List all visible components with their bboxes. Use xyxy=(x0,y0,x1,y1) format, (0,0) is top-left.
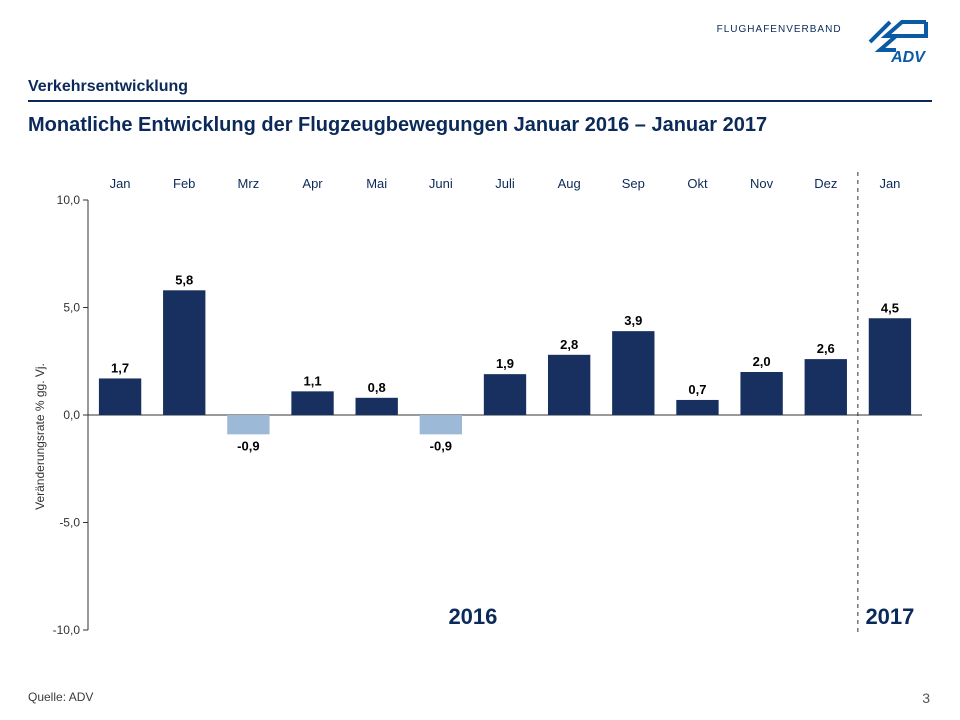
bar-value: 1,7 xyxy=(111,360,129,375)
category-label: Nov xyxy=(750,176,774,191)
brand-sub: ADV xyxy=(890,49,926,66)
category-label: Jan xyxy=(110,176,131,191)
bar xyxy=(420,415,462,434)
category-label: Juni xyxy=(429,176,453,191)
section-label: Verkehrsentwicklung xyxy=(28,78,188,96)
bar-value: 5,8 xyxy=(175,272,193,287)
bar-chart: -10,0 -5,0 0,0 5,0 10,0 Veränderungsrate % gg… xyxy=(28,160,932,660)
bar-value: 0,7 xyxy=(688,382,706,397)
category-label: Mrz xyxy=(238,176,260,191)
category-label: Okt xyxy=(687,176,708,191)
category-label: Jan xyxy=(879,176,900,191)
bar-value: 1,9 xyxy=(496,356,514,371)
bar-value: 3,9 xyxy=(624,313,642,328)
year-right: 2017 xyxy=(865,604,914,629)
bar xyxy=(484,374,526,415)
category-label: Aug xyxy=(558,176,581,191)
category-label: Apr xyxy=(302,176,323,191)
bar-value: 2,0 xyxy=(753,354,771,369)
category-label: Sep xyxy=(622,176,645,191)
bar-value: 1,1 xyxy=(303,373,321,388)
category-label: Juli xyxy=(495,176,515,191)
brand-logo: FLUGHAFENVERBAND ADV xyxy=(717,18,930,71)
svg-text:-5,0: -5,0 xyxy=(59,516,80,530)
bar xyxy=(612,331,654,415)
bar xyxy=(356,398,398,415)
bar xyxy=(99,378,141,415)
svg-text:Veränderungsrate % gg. Vj.: Veränderungsrate % gg. Vj. xyxy=(33,363,47,510)
bar xyxy=(163,290,205,415)
chart-title: Monatliche Entwicklung der Flugzeugbeweg… xyxy=(28,114,767,137)
brand-text: FLUGHAFENVERBAND xyxy=(717,24,842,35)
bar-value: 2,6 xyxy=(817,341,835,356)
bar xyxy=(548,355,590,415)
brand-mark: ADV xyxy=(852,18,930,71)
year-left: 2016 xyxy=(448,604,497,629)
category-label: Dez xyxy=(814,176,837,191)
bar-value: -0,9 xyxy=(430,438,452,453)
bar-value: 0,8 xyxy=(368,380,386,395)
svg-text:0,0: 0,0 xyxy=(63,408,80,422)
bar xyxy=(227,415,269,434)
category-label: Feb xyxy=(173,176,195,191)
bar-value: 4,5 xyxy=(881,300,899,315)
category-label: Mai xyxy=(366,176,387,191)
bar-value: 2,8 xyxy=(560,337,578,352)
header-rule xyxy=(28,100,932,102)
page-number: 3 xyxy=(922,690,930,706)
bar xyxy=(291,391,333,415)
bar xyxy=(676,400,718,415)
svg-text:10,0: 10,0 xyxy=(57,193,81,207)
svg-text:-10,0: -10,0 xyxy=(53,623,81,637)
source-text: Quelle: ADV xyxy=(28,690,93,704)
bar-value: -0,9 xyxy=(237,438,259,453)
bar xyxy=(805,359,847,415)
bar xyxy=(740,372,782,415)
svg-text:5,0: 5,0 xyxy=(63,301,80,315)
bar xyxy=(869,318,911,415)
